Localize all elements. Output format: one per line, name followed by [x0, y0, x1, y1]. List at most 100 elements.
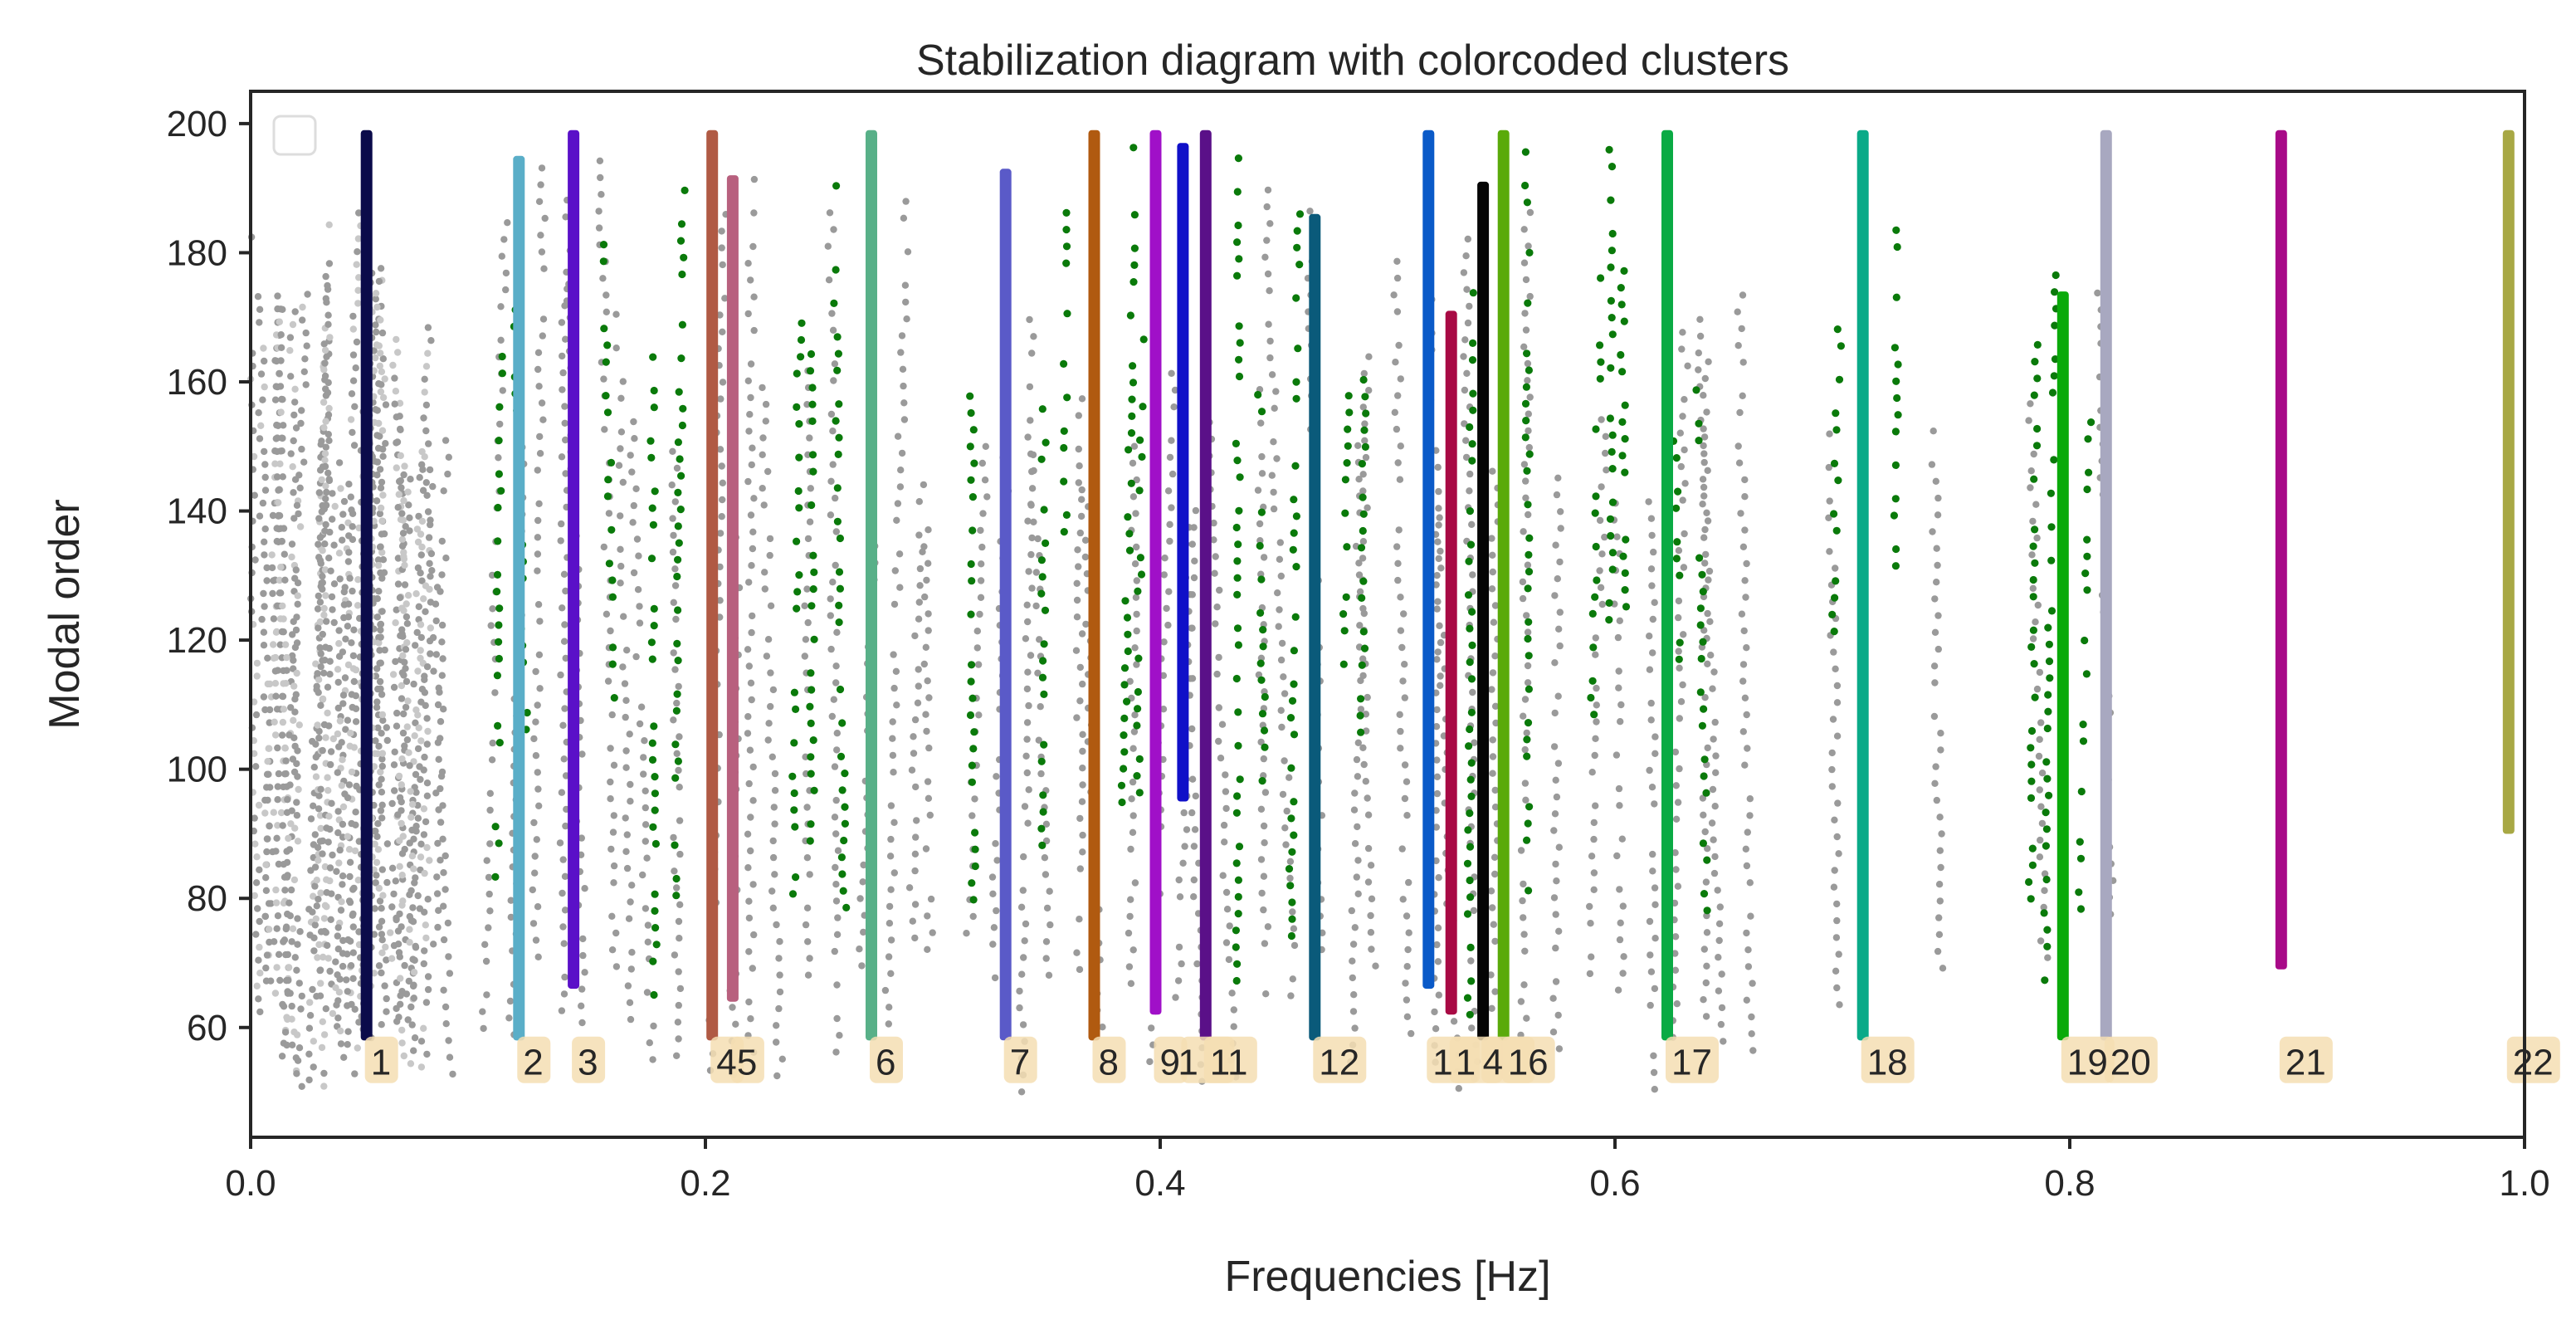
stable-pole [1235, 355, 1243, 364]
unstable-pole [355, 209, 363, 217]
stable-pole [677, 354, 685, 363]
unstable-pole [1646, 917, 1654, 926]
stable-pole [1832, 426, 1841, 434]
unstable-pole [1491, 652, 1499, 660]
unstable-pole [378, 949, 386, 957]
unstable-pole [1216, 586, 1223, 594]
unstable-pole [421, 753, 428, 761]
unstable-pole [925, 794, 933, 802]
unstable-pole [1360, 369, 1368, 378]
unstable-pole [1554, 760, 1563, 767]
unstable-pole [1024, 433, 1032, 441]
unstable-pole [291, 954, 299, 961]
unstable-pole [325, 221, 333, 228]
unstable-pole [383, 994, 390, 1003]
stable-pole [1466, 843, 1475, 851]
unstable-pole [1274, 589, 1281, 597]
stable-pole [790, 739, 798, 747]
unstable-pole [325, 555, 333, 562]
unstable-pole [1260, 906, 1267, 914]
stable-pole [495, 739, 504, 747]
unstable-pole [277, 357, 285, 364]
unstable-pole [1223, 906, 1232, 913]
unstable-pole [1489, 568, 1497, 576]
stable-pole [968, 493, 977, 501]
stable-pole [1358, 460, 1366, 468]
unstable-pole [419, 486, 427, 494]
stable-pole [647, 638, 656, 647]
stable-pole [650, 622, 658, 630]
unstable-pole [926, 811, 934, 819]
unstable-pole [1075, 563, 1082, 570]
unstable-pole [1749, 980, 1756, 987]
unstable-pole [534, 365, 542, 374]
unstable-pole [643, 854, 651, 862]
unstable-pole [1684, 362, 1691, 369]
unstable-pole [1359, 487, 1367, 495]
stable-pole [809, 467, 817, 476]
unstable-pole [291, 398, 299, 406]
unstable-pole [833, 931, 842, 939]
unstable-pole [1744, 745, 1751, 752]
stable-pole [673, 572, 681, 581]
unstable-pole [334, 1014, 342, 1022]
stable-pole [808, 451, 817, 459]
cluster-9-column [1149, 129, 1162, 1015]
unstable-pole [1354, 739, 1363, 746]
unstable-pole [398, 872, 406, 879]
unstable-pole [256, 319, 263, 326]
unstable-pole [1701, 525, 1709, 534]
unstable-pole [644, 938, 651, 946]
unstable-pole [531, 853, 539, 860]
stable-pole [967, 610, 975, 618]
stable-pole [1344, 425, 1352, 433]
stable-pole [836, 534, 845, 543]
stable-pole [2077, 787, 2086, 796]
unstable-pole [749, 528, 757, 535]
unstable-pole [396, 910, 403, 918]
unstable-pole [1651, 935, 1659, 942]
unstable-pole [294, 773, 301, 780]
unstable-pole [321, 657, 329, 664]
stable-pole [1597, 274, 1605, 282]
unstable-pole [1929, 528, 1936, 535]
cluster-19-column [2056, 291, 2069, 1041]
unstable-pole [316, 992, 324, 999]
unstable-pole [373, 458, 382, 466]
stable-pole [1356, 711, 1364, 720]
unstable-pole [339, 691, 348, 699]
stable-pole [651, 806, 659, 814]
unstable-pole [1554, 1011, 1562, 1019]
unstable-pole [612, 344, 620, 352]
unstable-pole [289, 463, 296, 471]
unstable-pole [502, 269, 510, 277]
unstable-pole [1168, 470, 1177, 478]
unstable-pole [1215, 704, 1223, 711]
unstable-pole [271, 357, 279, 364]
unstable-pole [417, 569, 424, 577]
unstable-pole [328, 799, 335, 807]
unstable-pole [323, 618, 330, 625]
unstable-pole [1354, 857, 1362, 864]
unstable-pole [1127, 845, 1134, 853]
unstable-pole [392, 877, 399, 885]
unstable-pole [1489, 770, 1496, 777]
unstable-pole [1704, 845, 1711, 853]
unstable-pole [1522, 477, 1530, 485]
stable-pole [2076, 854, 2086, 862]
unstable-pole [1700, 450, 1708, 457]
unstable-pole [340, 1053, 348, 1062]
unstable-pole [261, 706, 269, 714]
unstable-pole [595, 208, 603, 215]
unstable-pole [1930, 662, 1939, 670]
stable-pole [1234, 876, 1242, 884]
cluster-17-column [1661, 129, 1673, 1041]
unstable-pole [379, 355, 387, 363]
unstable-pole [317, 980, 324, 987]
unstable-pole [1023, 685, 1032, 693]
stable-pole [1621, 435, 1629, 443]
unstable-pole [1525, 427, 1532, 435]
unstable-pole [432, 651, 441, 658]
unstable-pole [642, 787, 649, 794]
stable-pole [2052, 271, 2060, 280]
